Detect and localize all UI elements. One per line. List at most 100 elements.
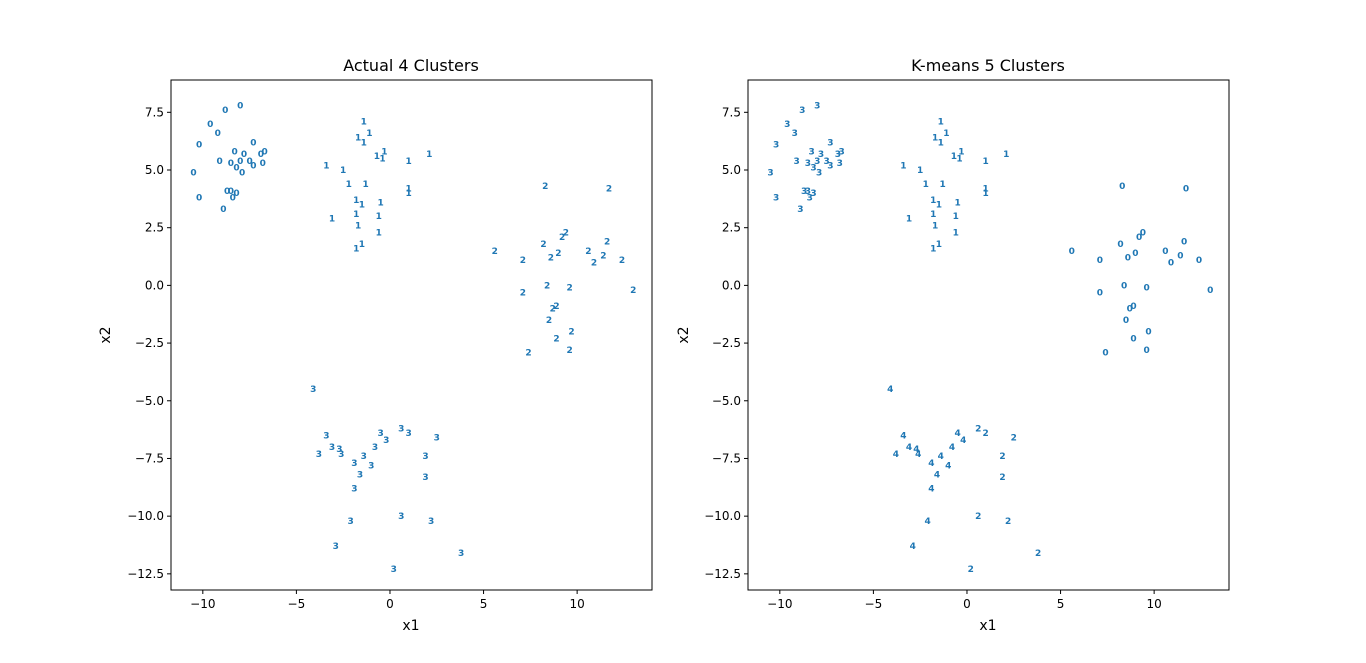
data-point: 0 [1207,286,1213,296]
x-tick-label: −10 [767,597,792,611]
data-point: 3 [351,459,357,469]
data-point: 0 [1121,281,1127,291]
data-point: 2 [525,348,531,358]
y-tick-label: 7.5 [722,105,741,119]
data-point: 1 [940,180,946,190]
data-point: 3 [391,565,397,575]
data-point: 4 [893,450,899,460]
y-tick-label: 2.5 [722,221,741,235]
data-point: 0 [215,129,221,139]
data-point: 3 [323,431,329,441]
data-point: 4 [928,484,934,494]
data-point: 2 [619,256,625,266]
data-point: 1 [359,240,365,250]
data-point: 4 [910,542,916,552]
data-point: 0 [1140,228,1146,238]
data-point: 2 [548,254,554,264]
data-point: 1 [376,228,382,238]
data-point: 0 [239,168,245,178]
data-point: 0 [228,159,234,169]
data-point: 2 [600,251,606,261]
data-point: 4 [954,429,960,439]
data-point: 0 [1183,184,1189,194]
x-tick-label: 0 [963,597,971,611]
data-point: 4 [934,471,940,481]
data-point: 0 [220,205,226,215]
data-point: 3 [838,148,844,158]
data-point: 3 [767,168,773,178]
data-point: 0 [1127,304,1133,314]
chart-title: Actual 4 Clusters [343,56,479,75]
data-point: 2 [550,304,556,314]
data-point: 1 [943,129,949,139]
data-point: 3 [458,549,464,559]
data-point: 2 [542,182,548,192]
x-tick-label: 0 [386,597,394,611]
data-point: 3 [837,159,843,169]
data-point: 2 [606,184,612,194]
axes-frame [747,79,1230,591]
data-point: 3 [810,189,816,199]
data-point: 2 [546,316,552,326]
data-point: 0 [190,168,196,178]
data-point: 3 [794,157,800,167]
data-point: 1 [353,244,359,254]
data-point: 2 [975,512,981,522]
data-point: 3 [333,542,339,552]
x-tick-label: 10 [569,597,584,611]
data-point: 4 [928,459,934,469]
data-point: 3 [809,148,815,158]
data-point: 2 [591,258,597,268]
data-point: 4 [938,452,944,462]
data-point: 3 [361,452,367,462]
data-point: 3 [372,443,378,453]
data-point: 2 [553,334,559,344]
data-point: 2 [520,256,526,266]
data-point: 3 [338,450,344,460]
data-point: 1 [406,189,412,199]
y-tick-label: −12.5 [704,567,741,581]
data-point: 1 [359,201,365,211]
y-tick-label: −12.5 [127,567,164,581]
data-point: 1 [379,154,385,164]
data-point: 3 [310,385,316,395]
y-tick-label: −10.0 [704,509,741,523]
y-tick-label: −10.0 [127,509,164,523]
data-point: 1 [346,180,352,190]
data-point: 2 [585,247,591,257]
y-tick-label: −2.5 [135,336,164,350]
data-point: 1 [1003,150,1009,160]
data-point: 0 [222,106,228,116]
data-point: 2 [544,281,550,291]
data-point: 1 [930,210,936,220]
data-point: 1 [938,138,944,148]
y-tick-label: 0.0 [145,278,164,292]
x-tick-label: −5 [288,597,306,611]
data-point: 3 [398,512,404,522]
data-point: 0 [1181,238,1187,248]
data-point: 3 [784,120,790,130]
data-point: 0 [260,159,266,169]
data-point: 2 [975,424,981,434]
data-point: 2 [568,328,574,338]
data-point: 1 [363,180,369,190]
data-point: 0 [1196,256,1202,266]
data-point: 2 [555,249,561,259]
data-point: 1 [361,118,367,128]
data-point: 0 [1162,247,1168,257]
data-point: 3 [805,159,811,169]
y-tick-label: 7.5 [145,105,164,119]
data-point: 1 [983,184,989,194]
data-point: 2 [567,284,573,294]
data-point: 0 [1119,182,1125,192]
data-point: 3 [823,157,829,167]
data-point: 1 [917,166,923,176]
data-point: 1 [329,214,335,224]
data-point: 1 [900,161,906,171]
data-point: 0 [250,138,256,148]
data-point: 4 [900,431,906,441]
data-point: 0 [232,148,238,158]
data-point: 1 [956,154,962,164]
data-point: 1 [406,184,412,194]
data-point: 0 [196,194,202,204]
